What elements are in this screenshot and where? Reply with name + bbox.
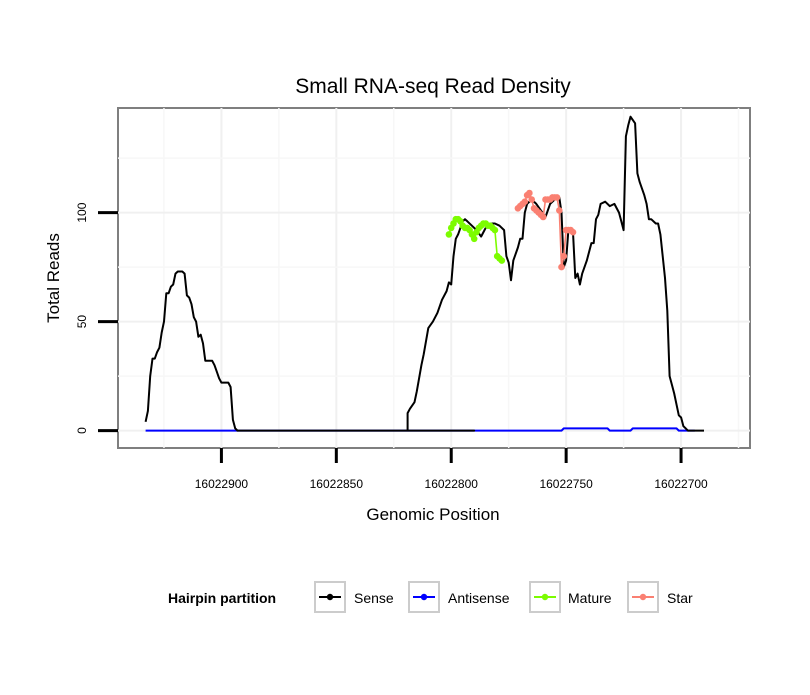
legend: Hairpin partition Sense Antisense Mature… <box>168 581 693 613</box>
chart-title: Small RNA-seq Read Density <box>295 75 571 98</box>
legend-key-point <box>639 593 647 601</box>
series-star-point <box>539 213 547 221</box>
legend-label-sense: Sense <box>354 590 394 606</box>
series-mature-point <box>445 231 453 238</box>
y-axis-title: Total Reads <box>44 233 63 323</box>
series-antisense-line <box>145 427 695 432</box>
legend-key-point <box>326 593 334 601</box>
x-axis-title: Genomic Position <box>366 505 499 524</box>
x-tick-label: 16022850 <box>310 477 364 491</box>
legend-item-sense: Sense <box>314 581 394 613</box>
series-mature-point <box>491 226 499 234</box>
legend-label-star: Star <box>667 590 693 606</box>
legend-label-antisense: Antisense <box>448 590 510 606</box>
legend-item-star: Star <box>627 581 693 613</box>
series-mature-point <box>470 235 478 243</box>
x-tick-label: 16022800 <box>425 477 479 491</box>
y-tick-label: 100 <box>75 202 89 222</box>
series-star-point <box>569 228 577 236</box>
x-tick-label: 16022900 <box>195 477 249 491</box>
legend-item-antisense: Antisense <box>408 581 510 613</box>
series-star-point <box>560 252 568 260</box>
series-layer <box>144 115 704 432</box>
x-tick-label: 16022750 <box>539 477 593 491</box>
legend-label-mature: Mature <box>568 590 612 606</box>
y-tick-label: 50 <box>75 315 89 329</box>
series-star-point <box>526 189 533 197</box>
series-star-point <box>558 263 565 271</box>
y-tick-label: 0 <box>75 427 89 434</box>
series-star-point <box>528 196 535 203</box>
series-star-point <box>556 207 563 214</box>
series-mature-point <box>498 257 506 264</box>
series-star-point <box>553 194 561 201</box>
legend-key-point <box>541 593 549 601</box>
x-tick-label: 16022700 <box>654 477 708 491</box>
legend-title: Hairpin partition <box>168 590 276 606</box>
axes: 16022900 16022850 16022800 16022750 16022700… <box>75 202 708 491</box>
legend-key-point <box>420 593 428 601</box>
plot-panel <box>117 107 751 449</box>
series-star-point <box>521 198 529 205</box>
legend-item-mature: Mature <box>529 581 612 613</box>
grid-lines <box>118 108 750 448</box>
